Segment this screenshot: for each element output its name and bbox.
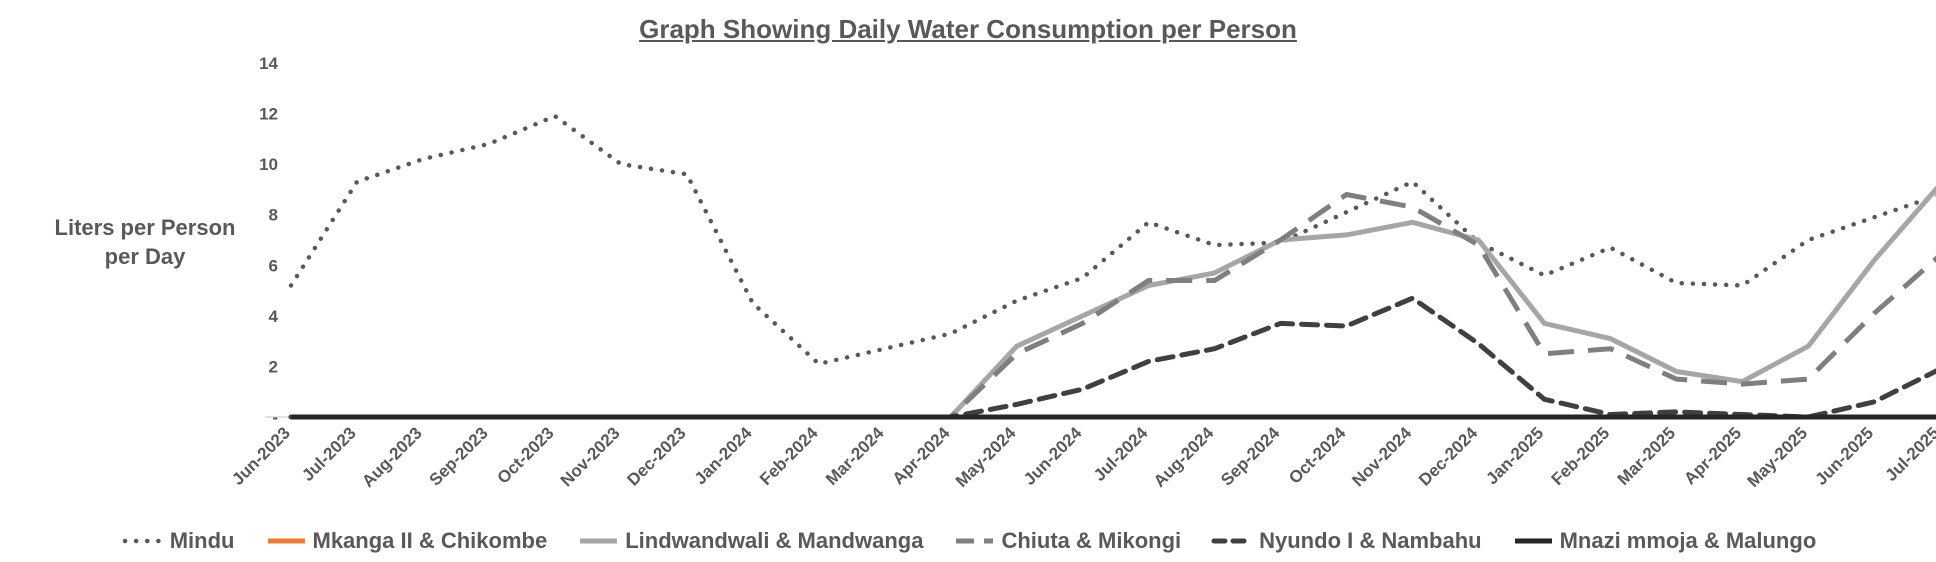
x-tick-label: Oct-2023 xyxy=(493,423,557,487)
x-tick-label: Sep-2023 xyxy=(426,423,492,489)
legend-swatch xyxy=(956,538,994,544)
x-tick-label: May-2025 xyxy=(1744,423,1812,491)
y-tick-label: - xyxy=(272,408,278,427)
x-tick-label: Jul-2023 xyxy=(298,423,360,485)
x-tick-label: Jul-2025 xyxy=(1882,423,1936,485)
legend-item: Chiuta & Mikongi xyxy=(951,528,1181,554)
legend-label: Lindwandwali & Mandwanga xyxy=(625,528,924,553)
y-tick-label: 6 xyxy=(269,256,278,275)
legend-label: Nyundo I & Nambahu xyxy=(1259,528,1482,553)
y-axis-label: Liters per Person per Day xyxy=(54,215,236,269)
x-tick-label: Apr-2025 xyxy=(1680,423,1745,488)
legend-item: Mkanga II & Chikombe xyxy=(263,528,548,554)
x-tick-label: Dec-2023 xyxy=(623,423,689,489)
legend-label: Mnazi mmoja & Malungo xyxy=(1559,528,1817,553)
legend-label: Mindu xyxy=(169,528,235,553)
legend-label: Mkanga II & Chikombe xyxy=(312,528,548,553)
x-tick-label: Nov-2023 xyxy=(557,423,624,490)
x-tick-label: Sep-2024 xyxy=(1217,423,1284,490)
legend: Mindu Mkanga II & Chikombe Lindwandwali & … xyxy=(0,525,1936,557)
y-tick-label: 4 xyxy=(269,307,279,326)
x-tick-label: May-2024 xyxy=(952,423,1020,491)
series-line xyxy=(288,295,1936,420)
x-tick-label: Mar-2024 xyxy=(822,423,888,489)
y-tick-label: 2 xyxy=(269,357,278,376)
x-tick-label: Aug-2024 xyxy=(1150,423,1218,491)
legend-swatch xyxy=(1211,538,1254,544)
y-tick-label: 10 xyxy=(259,155,278,174)
legend-swatch xyxy=(580,538,618,544)
x-tick-label: Oct-2024 xyxy=(1285,423,1350,488)
chart-title: Graph Showing Daily Water Consumption pe… xyxy=(639,14,1297,44)
series-line xyxy=(288,113,1936,367)
x-tick-label: Jul-2024 xyxy=(1090,423,1152,485)
x-tick-label: Jun-2024 xyxy=(1020,423,1086,489)
legend-label: Chiuta & Mikongi xyxy=(1001,528,1182,553)
x-tick-label: Feb-2025 xyxy=(1548,423,1614,489)
x-tick-label: Aug-2023 xyxy=(358,423,426,491)
x-tick-label: Apr-2024 xyxy=(889,423,954,488)
x-tick-label: Jun-2025 xyxy=(1812,423,1878,489)
x-tick-label: Dec-2024 xyxy=(1415,423,1482,490)
x-tick-label: Jan-2024 xyxy=(691,423,756,488)
x-tick-label: Nov-2024 xyxy=(1348,423,1415,490)
x-tick-label: Mar-2025 xyxy=(1614,423,1680,489)
legend-swatch xyxy=(1514,538,1552,544)
series-line xyxy=(291,192,1936,420)
y-tick-label: 12 xyxy=(259,105,278,124)
legend-item: Lindwandwali & Mandwanga xyxy=(575,528,923,554)
series-line xyxy=(291,414,1936,420)
legend-swatch xyxy=(122,538,164,544)
x-tick-label: Jun-2023 xyxy=(228,423,294,489)
legend-swatch xyxy=(267,538,305,544)
legend-item: Mindu xyxy=(120,528,235,554)
x-tick-label: Jan-2025 xyxy=(1482,423,1547,488)
y-tick-label: 14 xyxy=(259,54,278,73)
x-tick-label: Feb-2024 xyxy=(756,423,822,489)
legend-item: Mnazi mmoja & Malungo xyxy=(1510,528,1817,554)
y-tick-label: 8 xyxy=(269,206,278,225)
legend-item: Nyundo I & Nambahu xyxy=(1209,528,1482,554)
